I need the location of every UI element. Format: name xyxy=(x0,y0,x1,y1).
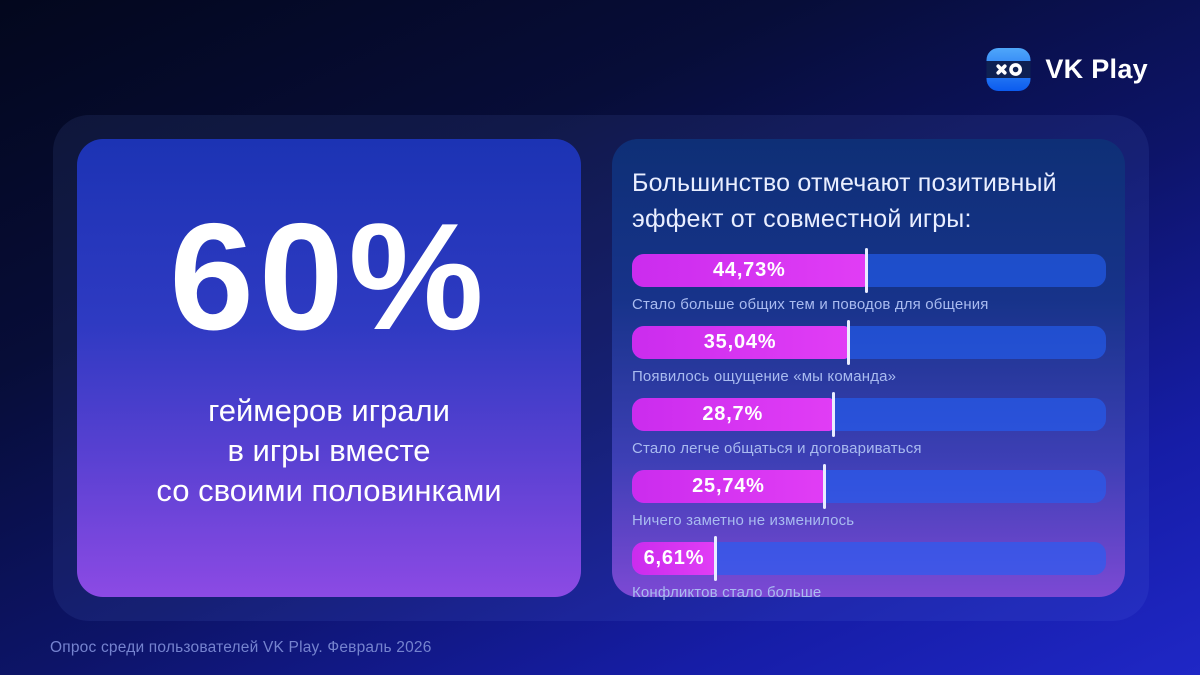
stat-value: 60% xyxy=(169,192,489,362)
bar-group: 6,61% Конфликтов стало больше xyxy=(632,536,1106,603)
bar-track: 6,61% xyxy=(632,536,1106,581)
bar-fill: 25,74% xyxy=(632,470,825,503)
chart-title-line: эффект от совместной игры: xyxy=(632,205,972,233)
bar-value-label: 44,73% xyxy=(712,259,786,281)
bar-tick xyxy=(831,392,835,437)
bar-track: 44,73% xyxy=(632,248,1106,293)
bar-track: 28,7% xyxy=(632,392,1106,437)
chart-card: Большинство отмечают позитивный эффект о… xyxy=(612,139,1125,601)
bar-caption: Появилось ощущение «мы команда» xyxy=(632,368,897,385)
bar-group: 28,7% Стало легче общаться и договариват… xyxy=(632,392,1106,459)
bar-caption: Конфликтов стало больше xyxy=(632,584,822,601)
bar-value-label: 35,04% xyxy=(703,331,777,353)
bar-caption: Стало легче общаться и договариваться xyxy=(632,440,922,457)
source-note: Опрос среди пользователей VK Play. Февра… xyxy=(50,639,432,656)
chart-title-line: Большинство отмечают позитивный xyxy=(632,169,1057,197)
bar-chart: 44,73% Стало больше общих тем и поводов … xyxy=(632,248,1106,603)
brand-name: VK Play xyxy=(1045,54,1148,84)
bar-tick xyxy=(865,248,869,293)
stat-card: 60% геймеров играли в игры вместе со сво… xyxy=(77,139,581,597)
bar-fill: 35,04% xyxy=(632,326,849,359)
chart-title: Большинство отмечают позитивный эффект о… xyxy=(632,165,1106,237)
bar-fill: 44,73% xyxy=(632,254,867,287)
bar-group: 25,74% Ничего заметно не изменилось xyxy=(632,464,1106,531)
vk-play-logo-icon xyxy=(986,48,1031,91)
bar-caption: Ничего заметно не изменилось xyxy=(632,512,855,529)
bar-group: 35,04% Появилось ощущение «мы команда» xyxy=(632,320,1106,387)
bar-track: 25,74% xyxy=(632,464,1106,509)
bar-track: 35,04% xyxy=(632,320,1106,365)
stat-description: геймеров играли в игры вместе со своими … xyxy=(156,391,501,511)
stat-description-line: геймеров играли xyxy=(208,393,450,428)
bar-fill: 6,61% xyxy=(632,542,716,575)
bar-fill: 28,7% xyxy=(632,398,834,431)
bar-group: 44,73% Стало больше общих тем и поводов … xyxy=(632,248,1106,315)
bar-caption: Стало больше общих тем и поводов для общ… xyxy=(632,296,989,313)
bar-tick xyxy=(846,320,850,365)
bar-value-label: 25,74% xyxy=(692,475,765,497)
stat-description-line: со своими половинками xyxy=(156,473,502,508)
bar-value-label: 6,61% xyxy=(643,547,705,569)
bar-tick xyxy=(714,536,718,581)
cards-panel: 60% геймеров играли в игры вместе со сво… xyxy=(53,115,1149,621)
bar-tick xyxy=(823,464,827,509)
bar-value-label: 28,7% xyxy=(702,403,764,425)
brand: VK Play xyxy=(986,47,1148,92)
stat-description-line: в игры вместе xyxy=(227,433,431,468)
